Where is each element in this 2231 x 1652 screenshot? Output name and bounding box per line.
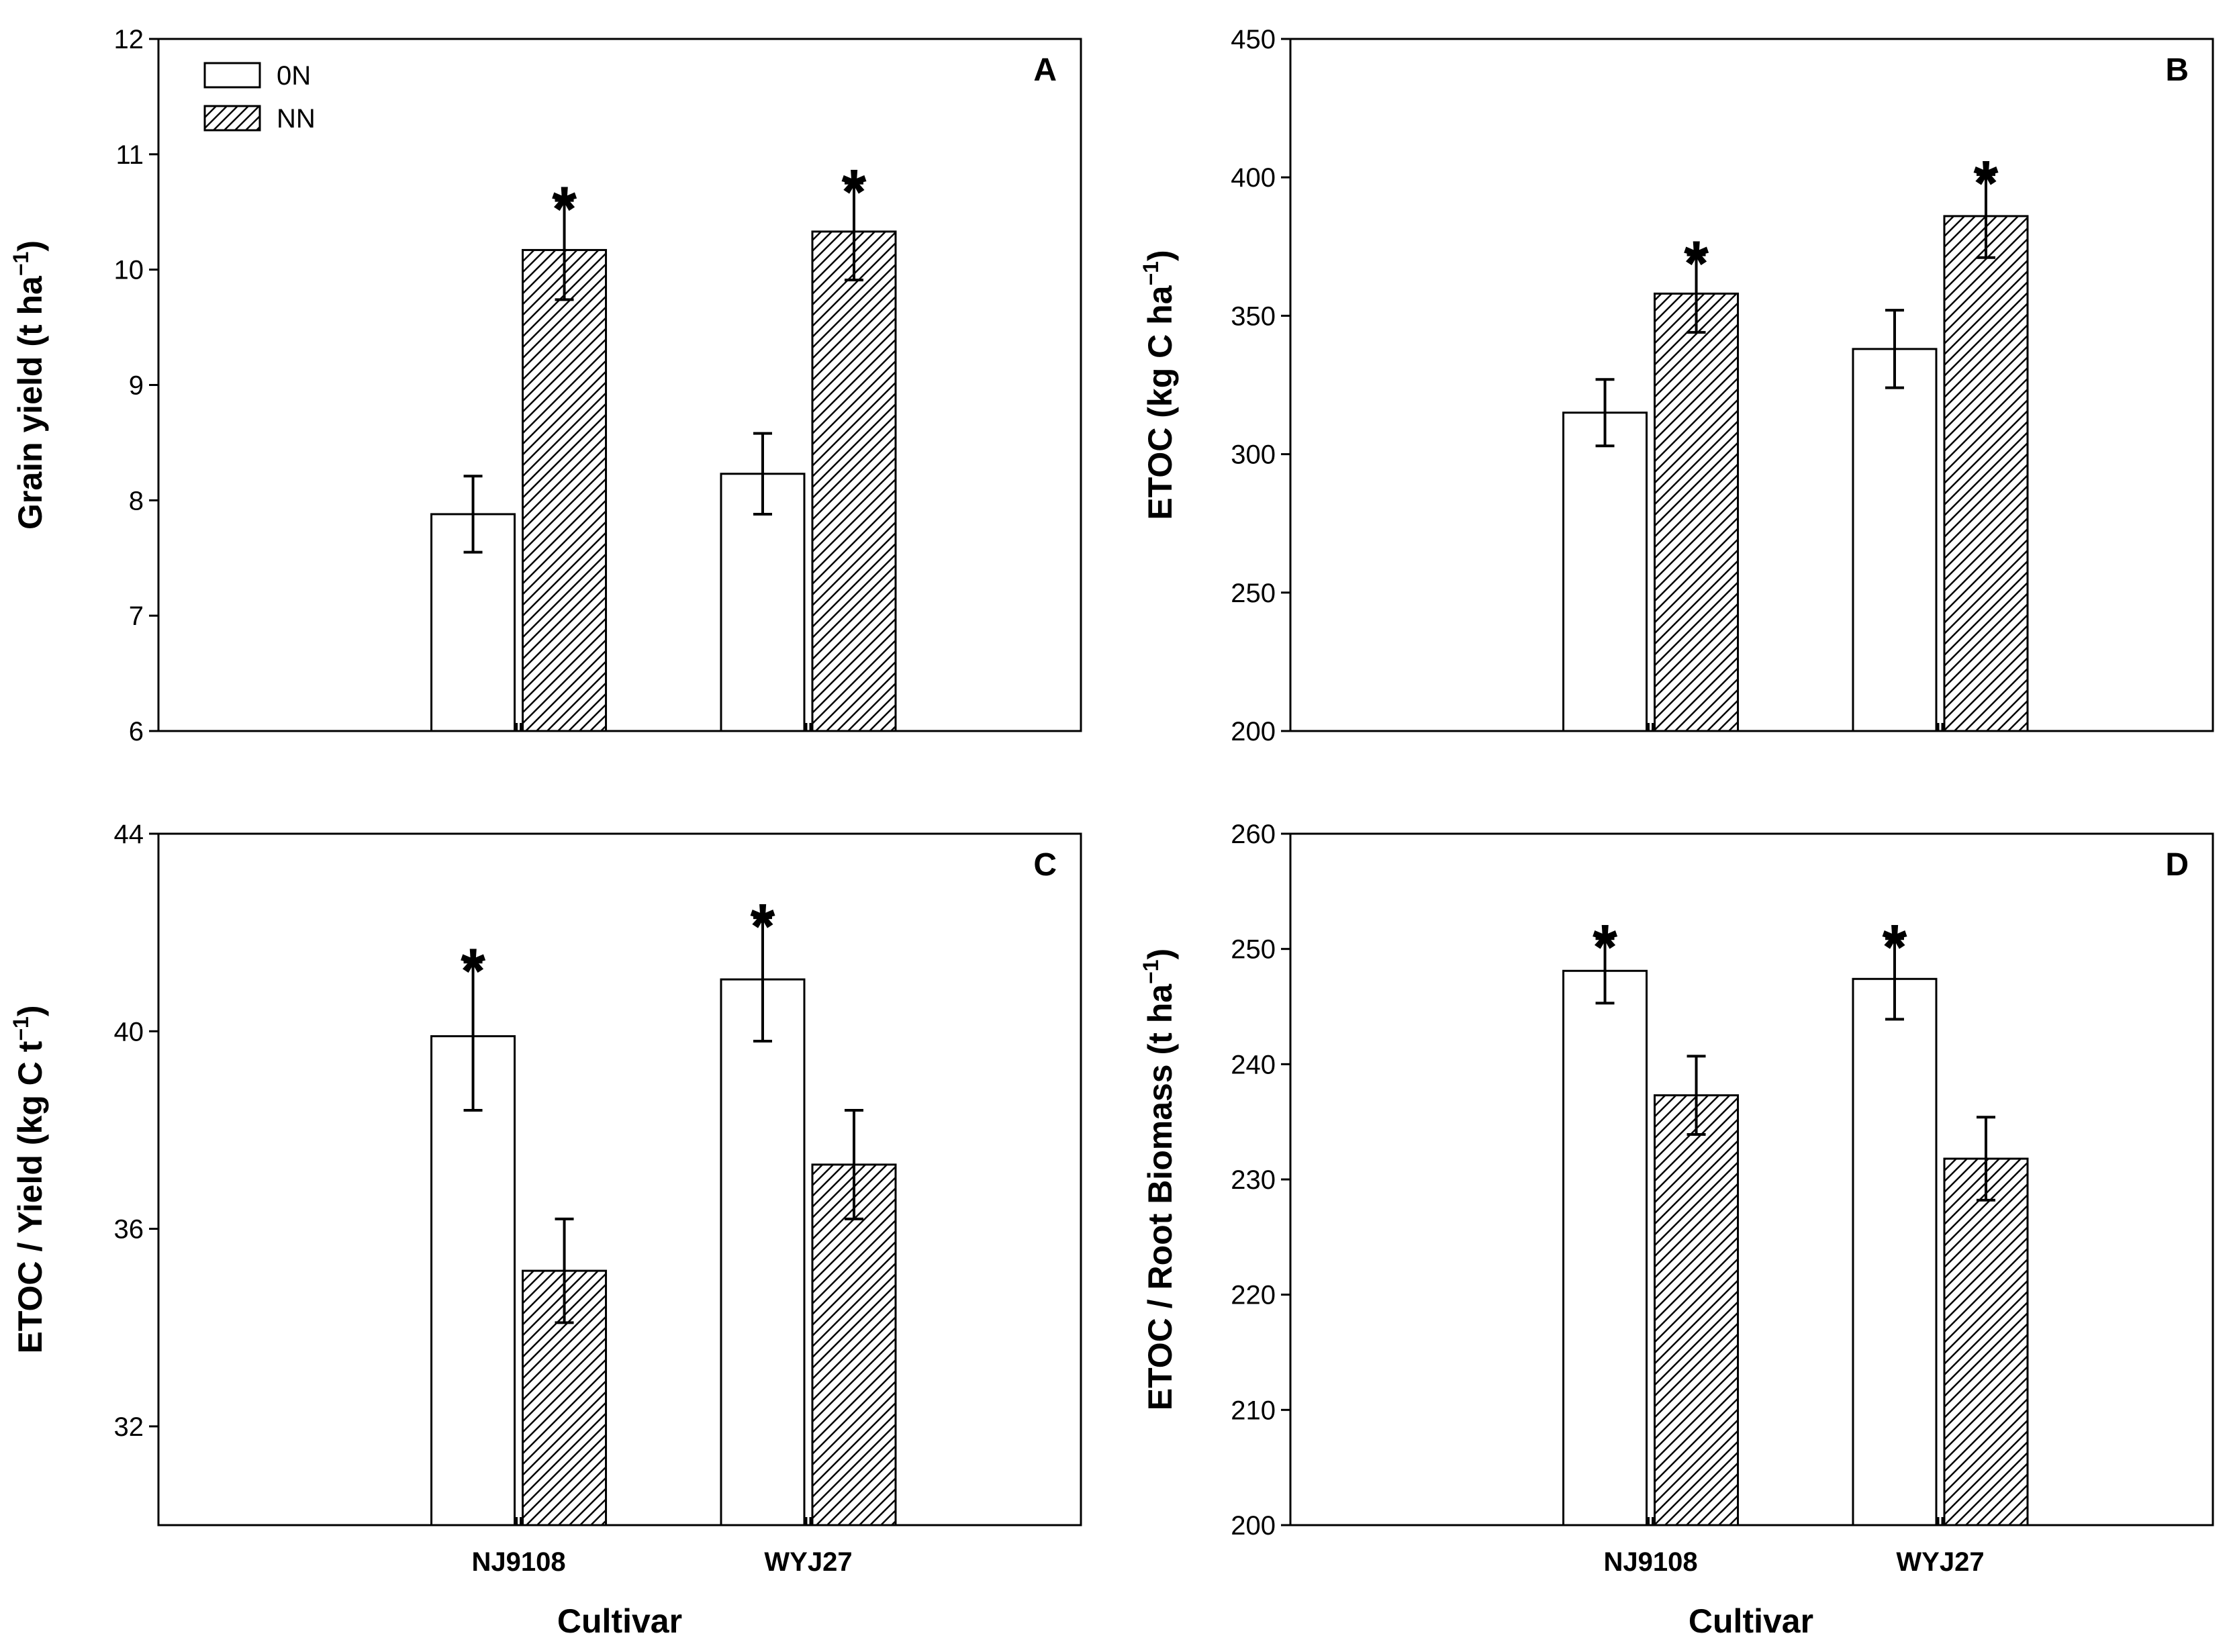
y-tick-label: 32 [114,1412,144,1442]
y-tick-label: 260 [1231,820,1276,849]
x-axis-title-right: Cultivar [1689,1602,1813,1640]
bar-0n-nj9108 [1562,411,1648,732]
y-axis-title: ETOC / Yield (kg C t−1) [9,1006,49,1354]
bar-nn-wyj27 [811,1163,897,1526]
bar-0n-wyj27 [720,978,806,1526]
y-tick-label: 11 [115,140,144,170]
y-tick-label: 44 [114,820,144,849]
category-label: WYJ27 [764,1547,852,1577]
significance-star: * [1684,228,1709,300]
y-tick-label: 7 [129,601,144,631]
y-tick-label: 240 [1231,1050,1276,1079]
bar-nn-nj9108 [522,248,608,732]
bar-nn-wyj27 [1943,1157,2029,1526]
panel-letter: C [1033,847,1057,883]
y-tick-label: 200 [1231,717,1276,746]
y-tick-label: 220 [1231,1281,1276,1310]
legend: 0N NN [203,61,316,134]
y-axis-title: Grain yield (t ha−1) [9,240,49,530]
plot-frame [1289,832,2214,1526]
bar-nn-nj9108 [1654,1094,1740,1526]
legend-swatch-0n [203,62,261,89]
plot-frame [1289,38,2214,732]
panel-a: 6 7 8 9 10 11 12 Grain yield (t ha−1) A * * 0N NN [9,25,1082,746]
y-axis-title: ETOC / Root Biomass (t ha−1) [1139,949,1179,1410]
panel-c: 32 36 40 44 ETOC / Yield (kg C t−1) C * NJ9108 *… [9,820,1082,1577]
significance-star: * [750,891,775,963]
bar-nn-wyj27 [1943,215,2029,732]
y-tick-label: 9 [129,371,144,401]
significance-star: * [841,156,867,228]
legend-swatch-nn [203,105,261,132]
significance-star: * [461,935,486,1007]
y-axis-title: ETOC (kg C ha−1) [1139,250,1179,520]
y-tick-label: 350 [1231,301,1276,331]
category-label: NJ9108 [1603,1547,1697,1577]
y-tick-label: 400 [1231,163,1276,193]
category-label: WYJ27 [1896,1547,1984,1577]
y-tick-label: 40 [114,1017,144,1047]
bar-0n-wyj27 [1852,348,1938,732]
y-tick-label: 8 [129,486,144,516]
panel-letter: D [2165,847,2189,883]
y-tick-label: 250 [1231,579,1276,608]
y-tick-label: 6 [129,717,144,746]
panel-d: 200 210 220 230 240 250 260 ETOC / Root Biomass… [1139,820,2214,1577]
bar-0n-nj9108 [1562,969,1648,1526]
bar-0n-wyj27 [1852,977,1938,1526]
plot-frame [157,832,1082,1526]
y-tick-label: 12 [114,25,144,54]
y-tick-label: 36 [114,1215,144,1245]
y-tick-label: 230 [1231,1165,1276,1195]
significance-star: * [1882,912,1907,983]
significance-star: * [1593,912,1618,983]
x-axis-title-left: Cultivar [557,1602,682,1640]
category-label: NJ9108 [471,1547,565,1577]
bar-0n-wyj27 [720,473,806,732]
panel-letter: B [2165,52,2189,88]
y-tick-label: 200 [1231,1511,1276,1541]
bar-nn-wyj27 [811,230,897,732]
y-tick-label: 250 [1231,935,1276,965]
y-tick-label: 300 [1231,440,1276,470]
legend-label: 0N [277,61,311,91]
y-tick-label: 210 [1231,1396,1276,1425]
significance-star: * [1973,148,1999,220]
plot-frame [157,38,1082,732]
bar-nn-nj9108 [1654,292,1740,732]
panel-b: 200 250 300 350 400 450 ETOC (kg C ha−1) B * * [1139,25,2214,746]
panel-letter: A [1033,52,1057,88]
bar-0n-nj9108 [430,1035,516,1526]
y-tick-label: 450 [1231,25,1276,54]
significance-star: * [552,174,577,246]
panels: 6 7 8 9 10 11 12 Grain yield (t ha−1) A * * 0N NN 200… [9,25,2214,1577]
legend-label: NN [277,104,316,134]
y-tick-label: 10 [114,256,144,285]
